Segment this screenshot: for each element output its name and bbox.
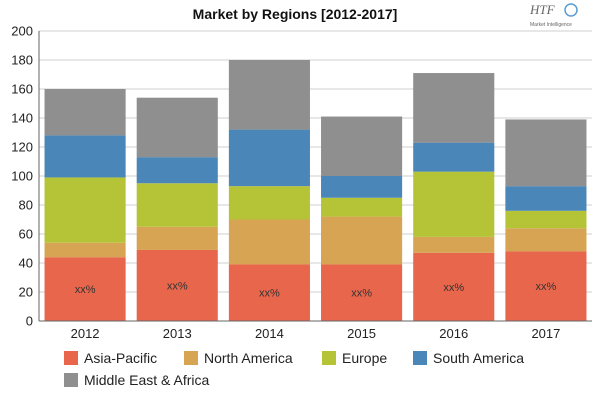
bar-segment [505,119,587,187]
y-tick-label: 180 [11,53,33,68]
legend-swatch [413,351,427,365]
legend-label: South America [433,350,524,366]
data-label: xx% [536,281,557,293]
x-tick-label: 2014 [255,326,284,341]
bar-segment [228,60,310,130]
bar-segment [44,89,126,136]
bar-segment [228,264,310,321]
y-tick-label: 60 [19,227,33,242]
legend-swatch [64,373,78,387]
y-tick-label: 120 [11,140,33,155]
bar-segment [505,251,587,321]
y-tick-label: 140 [11,111,33,126]
legend-swatch [64,351,78,365]
x-tick-label: 2013 [163,326,192,341]
bar-segment [136,249,218,321]
bar-segment [44,135,126,178]
bar-segment [413,252,495,321]
htf-logo: HTF Market Intelligence [529,2,578,28]
logo-text: HTF [529,2,556,17]
bar-segment [136,226,218,250]
grid-lines [39,30,592,293]
y-tick-labels: 0 20 40 60 80 100 120 140 160 180 200 [11,24,33,329]
data-labels-group: xx% xx% xx% xx% xx% xx% [75,280,557,299]
legend-label: North America [204,350,293,366]
y-tick-label: 0 [26,314,33,329]
bar-segment [413,171,495,237]
x-tick-label: 2012 [71,326,100,341]
legend-label: Middle East & Africa [84,372,209,388]
bar-segment [136,157,218,184]
bar-segment [321,197,403,217]
bar-segment [321,264,403,321]
bar-segment [44,257,126,321]
legend: Asia-Pacific North America Europe South Ame… [64,350,524,388]
y-tick-label: 200 [11,24,33,39]
bar-segment [413,73,495,143]
legend-label: Europe [342,350,387,366]
y-tick-label: 20 [19,285,33,300]
data-label: xx% [167,280,188,292]
y-tick-label: 160 [11,82,33,97]
bar-segment [44,177,126,243]
y-tick-label: 100 [11,169,33,184]
x-tick-label: 2016 [439,326,468,341]
x-tick-labels: 2012 2013 2014 2015 2016 2017 [71,326,561,341]
globe-icon [564,3,578,17]
data-label: xx% [75,284,96,296]
bar-segment [413,142,495,172]
data-label: xx% [259,288,280,300]
axes [38,31,592,322]
y-tick-label: 40 [19,256,33,271]
data-label: xx% [351,288,372,300]
chart-title: Market by Regions [2012-2017] [193,6,398,22]
bar-segment [505,210,587,229]
legend-swatch [322,351,336,365]
x-tick-label: 2017 [531,326,560,341]
bar-segment [228,219,310,265]
bar-segment [321,176,403,198]
bar-segment [136,97,218,158]
legend-label: Asia-Pacific [84,350,157,366]
x-tick-label: 2015 [347,326,376,341]
bar-segment [228,186,310,220]
bars-group [44,60,587,321]
logo-subtext: Market Intelligence [530,22,572,28]
bar-segment [136,183,218,227]
bar-segment [321,116,403,176]
bar-segment [228,129,310,187]
legend-swatch [184,351,198,365]
bar-segment [505,228,587,252]
bar-segment [413,236,495,253]
data-label: xx% [443,282,464,294]
y-tick-label: 80 [19,198,33,213]
bar-segment [321,216,403,265]
bar-segment [44,242,126,258]
bar-segment [505,186,587,211]
